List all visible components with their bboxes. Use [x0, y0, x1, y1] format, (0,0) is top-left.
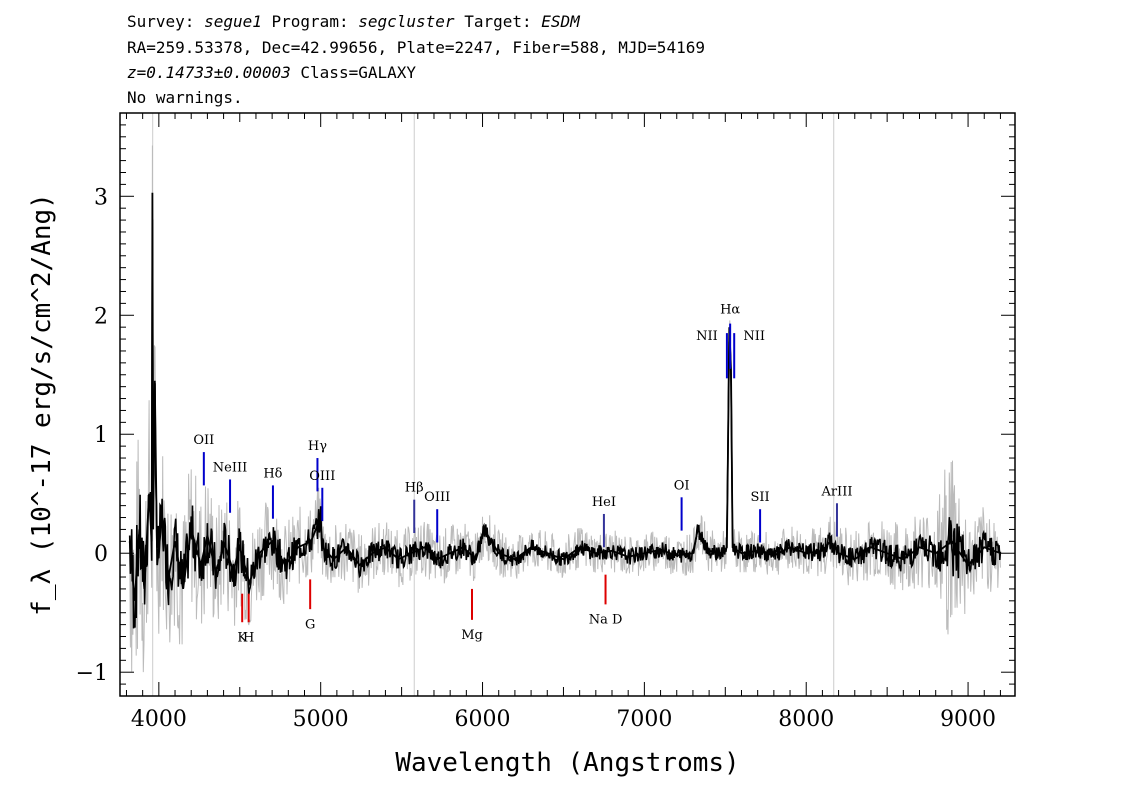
x-axis: 4000 5000 6000 7000 8000 9000 — [125, 113, 1001, 732]
emission-label: OI — [674, 478, 690, 493]
emission-label: Hβ — [405, 481, 424, 496]
emission-label: NeIII — [213, 460, 247, 475]
absorption-label: Mg — [461, 628, 483, 643]
y-axis-title: f_λ (10^-17 erg/s/cm^2/Ang) — [27, 193, 57, 616]
x-tick-label: 5000 — [293, 707, 349, 732]
emission-label: OIII — [309, 469, 335, 484]
emission-label: OII — [193, 433, 214, 448]
emission-label: OIII — [424, 490, 450, 505]
x-tick-label: 8000 — [778, 707, 834, 732]
x-axis-title: Wavelength (Angstroms) — [395, 748, 739, 778]
x-tick-label: 6000 — [455, 707, 511, 732]
program-label: Program: — [271, 12, 349, 31]
survey-label: Survey: — [127, 12, 195, 31]
header-line-2: RA=259.53378, Dec=42.99656, Plate=2247, … — [127, 38, 705, 57]
absorption-markers: KH G Mg Na D — [237, 574, 623, 646]
emission-label: HeI — [592, 495, 616, 510]
absorption-label: K — [237, 631, 247, 646]
class-text: Class=GALAXY — [300, 63, 416, 82]
emission-label: NII — [743, 329, 765, 344]
program-value: segcluster — [358, 12, 455, 31]
emission-label: Hγ — [308, 439, 327, 454]
absorption-label: Na D — [589, 613, 623, 628]
header-line-3: z=0.14733±0.00003 Class=GALAXY — [127, 63, 416, 82]
y-axis: −1 0 1 2 3 — [76, 124, 1015, 697]
y-tick-label: 3 — [94, 185, 108, 210]
target-value: ESDM — [541, 12, 580, 31]
x-tick-label: 4000 — [131, 707, 187, 732]
y-tick-label: 2 — [94, 304, 108, 329]
y-tick-label: 0 — [94, 542, 108, 567]
absorption-label: G — [305, 617, 315, 632]
emission-label: ArIII — [820, 484, 852, 499]
flux-noise-series — [128, 219, 1002, 629]
plot-frame — [119, 112, 1016, 697]
y-tick-label: 1 — [94, 423, 108, 448]
x-tick-label: 9000 — [940, 707, 996, 732]
emission-label: Hδ — [263, 466, 282, 481]
header-line-1: Survey: segue1 Program: segcluster Targe… — [127, 12, 580, 31]
y-tick-label: −1 — [76, 661, 108, 686]
emission-label: SII — [751, 490, 770, 505]
absorption-label: H — [243, 631, 254, 646]
header-line-4: No warnings. — [127, 88, 243, 107]
flux-series — [128, 192, 1001, 601]
survey-value: segue1 — [204, 12, 262, 31]
error-band-series — [129, 145, 1001, 673]
emission-label: Hα — [720, 303, 740, 318]
target-label: Target: — [464, 12, 532, 31]
x-tick-label: 7000 — [616, 707, 672, 732]
emission-label: NII — [696, 329, 718, 344]
redshift-text: z=0.14733±0.00003 — [127, 63, 291, 82]
